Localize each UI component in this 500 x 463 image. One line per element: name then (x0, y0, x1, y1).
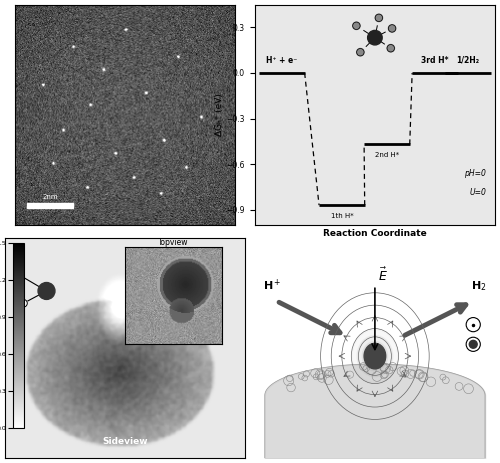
Text: U=0: U=0 (469, 188, 486, 196)
Text: 1/2H₂: 1/2H₂ (456, 56, 479, 65)
Ellipse shape (352, 330, 398, 382)
Ellipse shape (362, 341, 388, 371)
Text: H⁺ + e⁻: H⁺ + e⁻ (266, 56, 298, 65)
Text: 3rd H*: 3rd H* (421, 56, 448, 65)
Bar (28, 203, 72, 208)
Circle shape (470, 340, 477, 348)
Text: H$^+$: H$^+$ (264, 278, 282, 293)
Text: 2nd H*: 2nd H* (375, 152, 399, 158)
Text: pH=0: pH=0 (464, 169, 486, 178)
Text: $\vec{E}$: $\vec{E}$ (378, 267, 388, 284)
Text: 2nm: 2nm (42, 194, 58, 200)
Text: H$_2$: H$_2$ (472, 279, 487, 293)
Text: Sideview: Sideview (102, 437, 148, 446)
Text: 1th H*: 1th H* (330, 213, 353, 219)
Ellipse shape (357, 336, 393, 377)
Ellipse shape (364, 344, 386, 369)
X-axis label: Reaction Coordinate: Reaction Coordinate (323, 229, 427, 238)
Y-axis label: ΔGₕ* (eV): ΔGₕ* (eV) (215, 94, 224, 136)
